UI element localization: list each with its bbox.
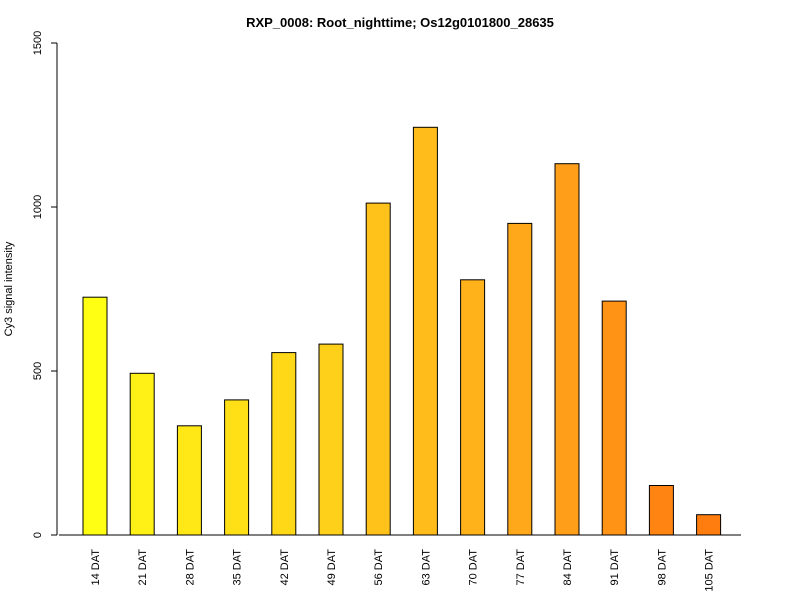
bar xyxy=(601,300,627,536)
y-tick-label: 1500 xyxy=(32,31,44,55)
y-tick-label: 0 xyxy=(32,532,44,538)
bars-group xyxy=(82,126,722,536)
bar xyxy=(271,352,297,536)
bar xyxy=(696,514,722,536)
x-tick-label: 84 DAT xyxy=(562,549,574,586)
bar xyxy=(412,126,438,536)
x-axis: 14 DAT 21 DAT 28 DAT 35 DAT 42 DAT 49 DAT 56 D… xyxy=(59,534,741,592)
x-tick-label: 28 DAT xyxy=(184,549,196,586)
bar xyxy=(224,399,250,536)
bar xyxy=(554,163,580,536)
bar xyxy=(176,425,202,536)
bar xyxy=(460,279,486,536)
x-tick-label: 21 DAT xyxy=(137,549,149,586)
y-axis: 0 500 1000 1500 xyxy=(32,31,58,538)
x-tick-label: 77 DAT xyxy=(515,549,527,586)
bar xyxy=(507,222,533,536)
x-tick-label: 49 DAT xyxy=(326,549,338,586)
x-tick-label: 14 DAT xyxy=(90,549,102,586)
x-tick-label: 98 DAT xyxy=(656,549,668,586)
x-tick-label: 70 DAT xyxy=(468,549,480,586)
bar xyxy=(129,372,155,536)
bar xyxy=(318,343,344,536)
bar xyxy=(365,202,391,536)
bar xyxy=(648,485,674,536)
x-tick-label: 91 DAT xyxy=(609,549,621,586)
y-axis-label: Cy3 signal intensity xyxy=(3,241,15,336)
x-tick-label: 35 DAT xyxy=(232,549,244,586)
y-tick-label: 1000 xyxy=(32,195,44,219)
x-tick-label: 63 DAT xyxy=(420,549,432,586)
chart-title: RXP_0008: Root_nighttime; Os12g0101800_2… xyxy=(246,15,554,30)
bar xyxy=(82,296,108,536)
y-tick-label: 500 xyxy=(32,362,44,380)
x-tick-label: 42 DAT xyxy=(279,549,291,586)
x-tick-label: 56 DAT xyxy=(373,549,385,586)
x-tick-label: 105 DAT xyxy=(704,549,716,592)
